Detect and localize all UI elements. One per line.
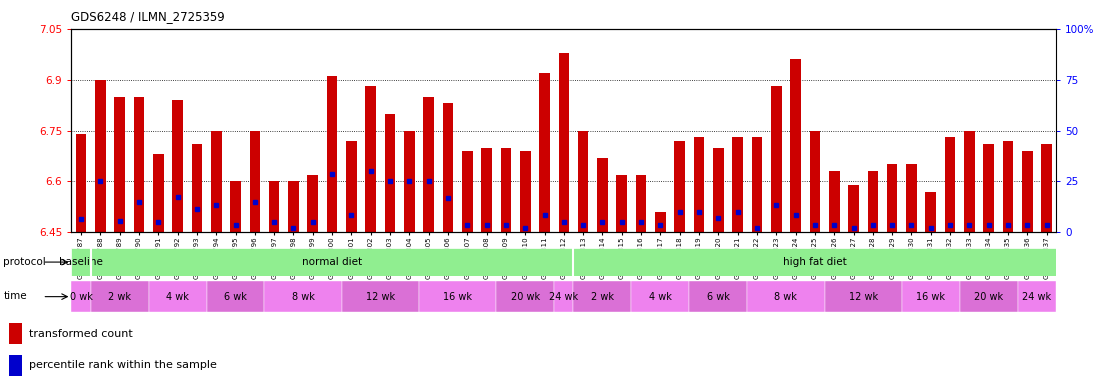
Text: 2 wk: 2 wk bbox=[108, 291, 131, 302]
Text: 0 wk: 0 wk bbox=[69, 291, 92, 302]
Bar bbox=[616, 175, 627, 232]
Bar bbox=[206, 281, 265, 312]
Bar bbox=[91, 281, 148, 312]
Bar bbox=[172, 100, 183, 232]
Bar bbox=[462, 151, 472, 232]
Bar bbox=[231, 182, 240, 232]
Bar bbox=[887, 164, 897, 232]
Text: 16 wk: 16 wk bbox=[444, 291, 472, 302]
Bar bbox=[573, 248, 1056, 276]
Text: 24 wk: 24 wk bbox=[1022, 291, 1052, 302]
Bar bbox=[419, 281, 496, 312]
Bar bbox=[694, 137, 704, 232]
Bar bbox=[964, 131, 975, 232]
Bar bbox=[809, 131, 820, 232]
Bar bbox=[211, 131, 222, 232]
Text: 6 wk: 6 wk bbox=[707, 291, 730, 302]
Bar bbox=[148, 281, 206, 312]
Bar bbox=[752, 137, 762, 232]
Text: 16 wk: 16 wk bbox=[916, 291, 945, 302]
Bar bbox=[269, 182, 280, 232]
Bar bbox=[1002, 141, 1013, 232]
Bar bbox=[346, 141, 357, 232]
Bar bbox=[9, 323, 22, 344]
Bar bbox=[631, 281, 690, 312]
Bar bbox=[153, 154, 164, 232]
Bar bbox=[288, 182, 299, 232]
Bar bbox=[265, 281, 341, 312]
Text: 2 wk: 2 wk bbox=[591, 291, 614, 302]
Bar bbox=[848, 185, 859, 232]
Bar bbox=[559, 53, 569, 232]
Bar bbox=[906, 164, 917, 232]
Bar bbox=[71, 281, 91, 312]
Bar bbox=[554, 281, 573, 312]
Bar bbox=[496, 281, 554, 312]
Text: 4 wk: 4 wk bbox=[649, 291, 672, 302]
Bar bbox=[404, 131, 415, 232]
Bar bbox=[539, 73, 550, 232]
Text: baseline: baseline bbox=[59, 257, 103, 267]
Bar bbox=[366, 86, 376, 232]
Text: time: time bbox=[3, 291, 27, 301]
Text: 12 wk: 12 wk bbox=[366, 291, 395, 302]
Text: 24 wk: 24 wk bbox=[549, 291, 579, 302]
Text: 20 wk: 20 wk bbox=[511, 291, 540, 302]
Bar bbox=[71, 248, 91, 276]
Bar bbox=[114, 97, 125, 232]
Bar bbox=[960, 281, 1018, 312]
Bar bbox=[573, 281, 631, 312]
Bar bbox=[578, 131, 589, 232]
Bar bbox=[519, 151, 530, 232]
Bar bbox=[713, 147, 724, 232]
Bar bbox=[597, 158, 608, 232]
Text: 6 wk: 6 wk bbox=[224, 291, 247, 302]
Text: protocol: protocol bbox=[3, 257, 46, 267]
Text: 4 wk: 4 wk bbox=[166, 291, 189, 302]
Text: 12 wk: 12 wk bbox=[849, 291, 877, 302]
Bar bbox=[307, 175, 318, 232]
Bar bbox=[1022, 151, 1032, 232]
Bar bbox=[901, 281, 960, 312]
Bar bbox=[134, 97, 144, 232]
Bar bbox=[944, 137, 955, 232]
Bar bbox=[825, 281, 901, 312]
Text: 20 wk: 20 wk bbox=[974, 291, 1004, 302]
Bar bbox=[76, 134, 87, 232]
Bar bbox=[867, 171, 878, 232]
Bar bbox=[384, 114, 395, 232]
Text: percentile rank within the sample: percentile rank within the sample bbox=[29, 360, 216, 370]
Bar bbox=[442, 103, 453, 232]
Bar bbox=[732, 137, 743, 232]
Bar bbox=[690, 281, 748, 312]
Bar bbox=[327, 76, 337, 232]
Bar bbox=[501, 147, 512, 232]
Bar bbox=[191, 144, 202, 232]
Bar bbox=[656, 212, 665, 232]
Bar bbox=[984, 144, 994, 232]
Bar bbox=[771, 86, 782, 232]
Bar bbox=[424, 97, 434, 232]
Bar bbox=[636, 175, 647, 232]
Bar bbox=[9, 355, 22, 376]
Bar bbox=[829, 171, 840, 232]
Text: GDS6248 / ILMN_2725359: GDS6248 / ILMN_2725359 bbox=[71, 10, 225, 23]
Text: high fat diet: high fat diet bbox=[783, 257, 847, 267]
Bar bbox=[926, 192, 937, 232]
Bar bbox=[1041, 144, 1052, 232]
Bar bbox=[249, 131, 260, 232]
Bar bbox=[481, 147, 492, 232]
Bar bbox=[1018, 281, 1056, 312]
Bar bbox=[674, 141, 685, 232]
Text: transformed count: transformed count bbox=[29, 329, 132, 339]
Bar bbox=[748, 281, 825, 312]
Text: normal diet: normal diet bbox=[302, 257, 362, 267]
Bar bbox=[341, 281, 419, 312]
Text: 8 wk: 8 wk bbox=[292, 291, 314, 302]
Bar bbox=[96, 79, 105, 232]
Bar bbox=[791, 59, 800, 232]
Text: 8 wk: 8 wk bbox=[774, 291, 797, 302]
Bar bbox=[91, 248, 573, 276]
